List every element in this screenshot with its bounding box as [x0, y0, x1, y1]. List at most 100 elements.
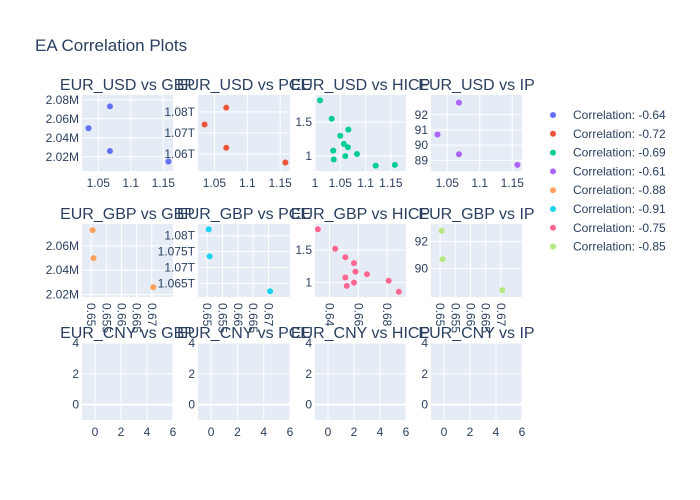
data-point[interactable] [372, 162, 379, 169]
x-tick-label: 0 [325, 425, 332, 439]
y-tick-label: 1.06T [164, 147, 195, 161]
y-tick-label: 2 [305, 367, 312, 381]
y-tick-label: 2 [188, 367, 195, 381]
data-point[interactable] [223, 104, 230, 111]
legend-item[interactable]: Correlation: -0.75 [550, 221, 666, 235]
x-tick-label: 1.05 [436, 176, 460, 190]
subplot-title: EUR_GBP vs GBP [60, 206, 195, 223]
y-tick-label: 0 [72, 398, 79, 412]
x-tick-label: 4 [144, 425, 151, 439]
x-tick-label: 0.67 [494, 303, 508, 327]
data-point[interactable] [499, 287, 506, 294]
data-point[interactable] [85, 125, 92, 132]
y-tick-label: 4 [72, 336, 79, 350]
y-tick-label: 4 [421, 336, 428, 350]
legend-marker [550, 243, 556, 250]
x-tick-label: 4 [493, 425, 500, 439]
y-tick-label: 4 [188, 336, 195, 350]
data-point[interactable] [455, 99, 462, 106]
y-tick-label: 2.02M [46, 150, 79, 164]
y-tick-label: 2 [72, 367, 79, 381]
data-point[interactable] [223, 144, 230, 151]
data-point[interactable] [106, 103, 113, 110]
data-point[interactable] [340, 140, 347, 147]
legend-label: Correlation: -0.88 [573, 183, 666, 197]
x-tick-label: 0 [208, 425, 215, 439]
data-point[interactable] [330, 156, 337, 163]
legend-item[interactable]: Correlation: -0.91 [550, 202, 666, 216]
data-point[interactable] [345, 126, 352, 133]
data-point[interactable] [395, 288, 402, 295]
data-point[interactable] [439, 256, 446, 263]
data-point[interactable] [90, 255, 97, 262]
y-tick-label: 1.07T [164, 126, 195, 140]
x-tick-label: 0.66 [114, 303, 128, 327]
data-point[interactable] [342, 153, 349, 160]
y-tick-label: 90 [415, 138, 429, 152]
subplot-title: EUR_CNY vs GBP [60, 325, 195, 342]
y-tick-label: 2 [421, 367, 428, 381]
legend[interactable]: Correlation: -0.64 Correlation: -0.72 Corr… [550, 108, 666, 254]
data-point[interactable] [206, 253, 213, 260]
data-point[interactable] [314, 226, 321, 233]
data-point[interactable] [328, 115, 335, 122]
legend-item[interactable]: Correlation: -0.61 [550, 164, 666, 178]
x-tick-label: 0 [92, 425, 99, 439]
data-point[interactable] [455, 151, 462, 158]
legend-item[interactable]: Correlation: -0.64 [550, 108, 666, 122]
x-tick-label: 0.655 [99, 303, 113, 333]
data-point[interactable] [150, 284, 157, 291]
data-point[interactable] [385, 277, 392, 284]
data-point[interactable] [353, 151, 360, 158]
x-tick-label: 1 [312, 176, 319, 190]
subplot-title: EUR_GBP vs HICP [291, 206, 430, 223]
data-point[interactable] [282, 159, 289, 166]
plot-area [315, 224, 406, 297]
x-tick-label: 0.655 [216, 303, 230, 333]
data-point[interactable] [351, 279, 357, 286]
legend-label: Correlation: -0.72 [573, 127, 666, 141]
x-tick-label: 6 [519, 425, 526, 439]
data-point[interactable] [165, 158, 172, 165]
legend-item[interactable]: Correlation: -0.88 [550, 183, 666, 197]
subplot-title: EUR_USD vs HICP [291, 77, 431, 94]
data-point[interactable] [332, 245, 339, 252]
x-tick-label: 1.15 [379, 176, 403, 190]
subplot-title: EUR_USD vs PCE [177, 77, 311, 94]
plot-area [198, 224, 290, 297]
y-tick-label: 1.5 [295, 115, 312, 129]
data-point[interactable] [438, 227, 445, 234]
data-point[interactable] [391, 161, 398, 168]
data-point[interactable] [342, 254, 349, 261]
data-point[interactable] [205, 226, 212, 233]
legend-item[interactable]: Correlation: -0.69 [550, 146, 666, 160]
data-point[interactable] [352, 268, 359, 275]
x-tick-label: 1.1 [471, 176, 488, 190]
data-point[interactable] [267, 288, 274, 295]
plot-area [315, 95, 406, 171]
data-point[interactable] [364, 271, 370, 278]
plot-area [431, 343, 522, 420]
data-point[interactable] [434, 131, 441, 138]
data-point[interactable] [317, 97, 324, 104]
data-point[interactable] [106, 148, 113, 155]
data-point[interactable] [337, 132, 344, 139]
data-point[interactable] [343, 282, 350, 289]
y-tick-label: 0 [305, 398, 312, 412]
data-point[interactable] [514, 161, 521, 168]
legend-item[interactable]: Correlation: -0.72 [550, 127, 666, 141]
data-point[interactable] [344, 144, 351, 151]
data-point[interactable] [201, 121, 208, 128]
data-point[interactable] [330, 147, 337, 154]
plot-area [431, 224, 522, 297]
legend-item[interactable]: Correlation: -0.85 [550, 240, 666, 254]
subplot-eur-gbp-vs-hicp: 0.64 0.66 0.68 1 1.5 [295, 224, 406, 327]
x-tick-label: 0.67 [145, 303, 159, 327]
data-point[interactable] [89, 227, 96, 234]
data-point[interactable] [351, 260, 357, 267]
data-point[interactable] [342, 274, 349, 281]
plot-area [82, 95, 173, 171]
subplot-eur-usd-vs-pce: 1.05 1.1 1.15 1.06T 1.07T 1.08T [164, 95, 292, 190]
x-tick-label: 1.05 [87, 176, 111, 190]
